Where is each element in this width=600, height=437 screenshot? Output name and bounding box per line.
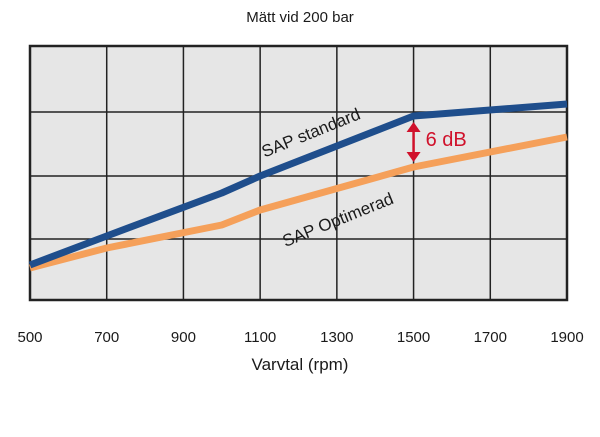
- x-tick-label: 700: [94, 329, 119, 346]
- difference-arrow-head-up: [406, 122, 421, 132]
- chart-title: Mätt vid 200 bar: [246, 9, 354, 26]
- x-tick-label: 500: [17, 329, 42, 346]
- x-tick-label: 1300: [320, 329, 353, 346]
- x-tick-label: 1700: [474, 329, 507, 346]
- series-lines: [28, 100, 568, 272]
- difference-annotation: 6 dB: [406, 122, 467, 162]
- x-axis-label: Varvtal (rpm): [252, 355, 349, 374]
- plot-area: [28, 44, 569, 302]
- grid-lines: [30, 46, 567, 300]
- x-tick-label: 900: [171, 329, 196, 346]
- x-tick-label: 1900: [550, 329, 583, 346]
- x-tick-label: 1100: [244, 329, 276, 346]
- series-line-sap-optimerad: [29, 133, 568, 272]
- x-tick-label: 1500: [397, 329, 430, 346]
- x-tick-labels: 500 700 900 1100 1300 1500 1700 1900: [17, 329, 583, 346]
- difference-arrow-head-down: [406, 152, 421, 162]
- difference-label: 6 dB: [426, 129, 467, 151]
- series-line-sap-standard: [28, 100, 568, 269]
